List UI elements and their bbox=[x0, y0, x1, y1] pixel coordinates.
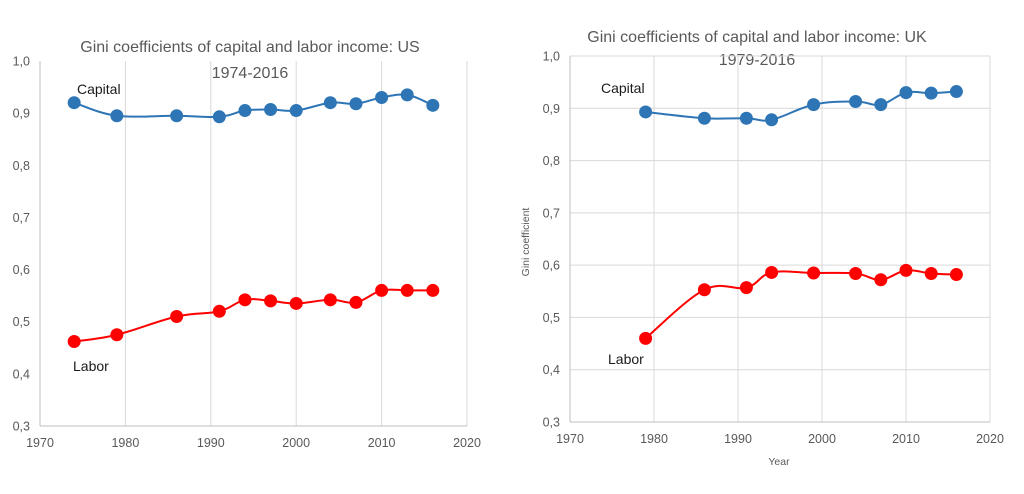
us-x-tick-1990: 1990 bbox=[197, 436, 225, 450]
uk-capital-point-2013 bbox=[924, 86, 938, 100]
us-labor-point-2010 bbox=[375, 283, 389, 297]
us-capital-point-2000 bbox=[289, 104, 303, 118]
uk-x-tick-2010: 2010 bbox=[892, 432, 920, 446]
us-capital-point-2013 bbox=[400, 88, 414, 102]
us-x-tick-2010: 2010 bbox=[368, 436, 396, 450]
us-capital-point-2010 bbox=[375, 91, 389, 104]
us-series bbox=[67, 88, 440, 349]
uk-y-tick-6: 0,9 bbox=[543, 102, 560, 116]
us-labor-point-1994 bbox=[238, 293, 252, 307]
us-labor-point-2016 bbox=[426, 283, 440, 297]
us-capital-point-2016 bbox=[426, 98, 440, 112]
us-labor-annotation: Labor bbox=[73, 358, 109, 374]
uk-labor-point-2004 bbox=[849, 267, 863, 281]
us-y-tick-1: 0,4 bbox=[13, 367, 30, 381]
us-capital-point-1994 bbox=[238, 104, 252, 118]
uk-capital-point-1994 bbox=[765, 113, 779, 127]
uk-labor-point-1991 bbox=[739, 281, 753, 295]
us-chart-title: Gini coefficients of capital and labor i… bbox=[80, 39, 419, 56]
uk-labor-point-2016 bbox=[949, 268, 963, 282]
uk-y-tick-3: 0,6 bbox=[543, 259, 560, 273]
uk-y-tick-2: 0,5 bbox=[543, 311, 560, 325]
uk-y-tick-5: 0,8 bbox=[543, 154, 560, 168]
uk-y-tick-7: 1,0 bbox=[543, 50, 560, 64]
uk-capital-point-2016 bbox=[949, 85, 963, 99]
us-y-tick-0: 0,3 bbox=[13, 420, 30, 434]
uk-capital-point-1986 bbox=[697, 111, 711, 125]
us-labor-point-2000 bbox=[289, 296, 303, 310]
uk-gini-chart: Gini coefficients of capital and labor i… bbox=[520, 29, 1004, 468]
us-x-tick-2020: 2020 bbox=[453, 436, 481, 450]
uk-axes: 1970 1980 1990 2000 2010 2020 0,3 0,4 0,5 0,6 0,7 0… bbox=[543, 50, 1004, 447]
uk-capital-point-2010 bbox=[899, 86, 913, 100]
uk-y-tick-4: 0,7 bbox=[543, 206, 560, 220]
us-y-tick-3: 0,6 bbox=[13, 263, 30, 277]
us-grid bbox=[124, 61, 468, 426]
us-capital-point-1986 bbox=[170, 109, 184, 123]
uk-labor-point-2010 bbox=[899, 263, 913, 277]
uk-capital-point-1979 bbox=[639, 105, 653, 119]
us-labor-point-1991 bbox=[212, 304, 226, 318]
us-y-tick-7: 1,0 bbox=[13, 55, 30, 69]
uk-x-tick-1980: 1980 bbox=[640, 432, 668, 446]
us-capital-point-2007 bbox=[349, 97, 363, 111]
us-gini-chart: Gini coefficients of capital and labor i… bbox=[13, 39, 481, 450]
uk-labor-point-1994 bbox=[765, 265, 779, 279]
uk-labor-point-1979 bbox=[639, 331, 653, 345]
uk-x-tick-2020: 2020 bbox=[976, 432, 1004, 446]
uk-x-tick-1970: 1970 bbox=[556, 432, 584, 446]
uk-capital-point-1999 bbox=[807, 98, 821, 112]
uk-y-axis-label: Gini coefficient bbox=[520, 208, 532, 277]
us-y-tick-6: 0,9 bbox=[13, 107, 30, 121]
us-y-tick-2: 0,5 bbox=[13, 315, 30, 329]
us-labor-point-1997 bbox=[264, 294, 278, 308]
us-labor-point-1979 bbox=[110, 328, 124, 342]
us-y-tick-5: 0,8 bbox=[13, 159, 30, 173]
us-capital-point-1979 bbox=[110, 109, 124, 123]
uk-capital-line bbox=[645, 90, 957, 122]
us-labor-point-1974 bbox=[67, 335, 81, 349]
uk-labor-point-1986 bbox=[697, 283, 711, 297]
uk-x-axis-label: Year bbox=[768, 456, 790, 468]
uk-capital-point-1991 bbox=[739, 111, 753, 125]
uk-labor-line bbox=[644, 269, 957, 340]
us-labor-point-1986 bbox=[170, 310, 184, 323]
uk-capital-point-2004 bbox=[849, 94, 863, 108]
us-x-tick-1980: 1980 bbox=[111, 436, 139, 450]
uk-x-tick-1990: 1990 bbox=[724, 432, 752, 446]
us-axes: 1970 1980 1990 2000 2010 2020 0,3 0,4 0,5 0,6 0,7 0… bbox=[13, 55, 481, 451]
uk-y-tick-0: 0,3 bbox=[543, 416, 560, 430]
us-capital-point-1974 bbox=[67, 96, 81, 110]
us-y-tick-4: 0,7 bbox=[13, 211, 30, 225]
uk-x-tick-2000: 2000 bbox=[808, 432, 836, 446]
uk-chart-title: Gini coefficients of capital and labor i… bbox=[587, 29, 927, 46]
us-capital-point-1997 bbox=[264, 102, 278, 116]
us-labor-point-2004 bbox=[323, 293, 337, 307]
us-x-tick-2000: 2000 bbox=[282, 436, 310, 450]
uk-labor-annotation: Labor bbox=[608, 351, 644, 367]
uk-labor-point-2013 bbox=[924, 267, 938, 281]
uk-labor-point-2007 bbox=[874, 273, 888, 287]
us-chart-subtitle: 1974-2016 bbox=[212, 65, 289, 82]
us-capital-point-2004 bbox=[323, 96, 337, 110]
us-capital-annotation: Capital bbox=[77, 81, 121, 97]
us-capital-point-1991 bbox=[212, 110, 226, 124]
uk-capital-point-2007 bbox=[874, 98, 888, 112]
us-x-tick-1970: 1970 bbox=[26, 436, 54, 450]
uk-y-tick-1: 0,4 bbox=[543, 363, 560, 377]
us-labor-point-2007 bbox=[349, 295, 363, 309]
us-labor-point-2013 bbox=[400, 283, 414, 297]
uk-capital-annotation: Capital bbox=[601, 80, 645, 96]
uk-chart-subtitle: 1979-2016 bbox=[719, 52, 796, 69]
uk-series bbox=[639, 85, 963, 345]
us-labor-line bbox=[74, 288, 433, 343]
uk-labor-point-1999 bbox=[807, 266, 821, 280]
uk-grid bbox=[570, 55, 991, 422]
